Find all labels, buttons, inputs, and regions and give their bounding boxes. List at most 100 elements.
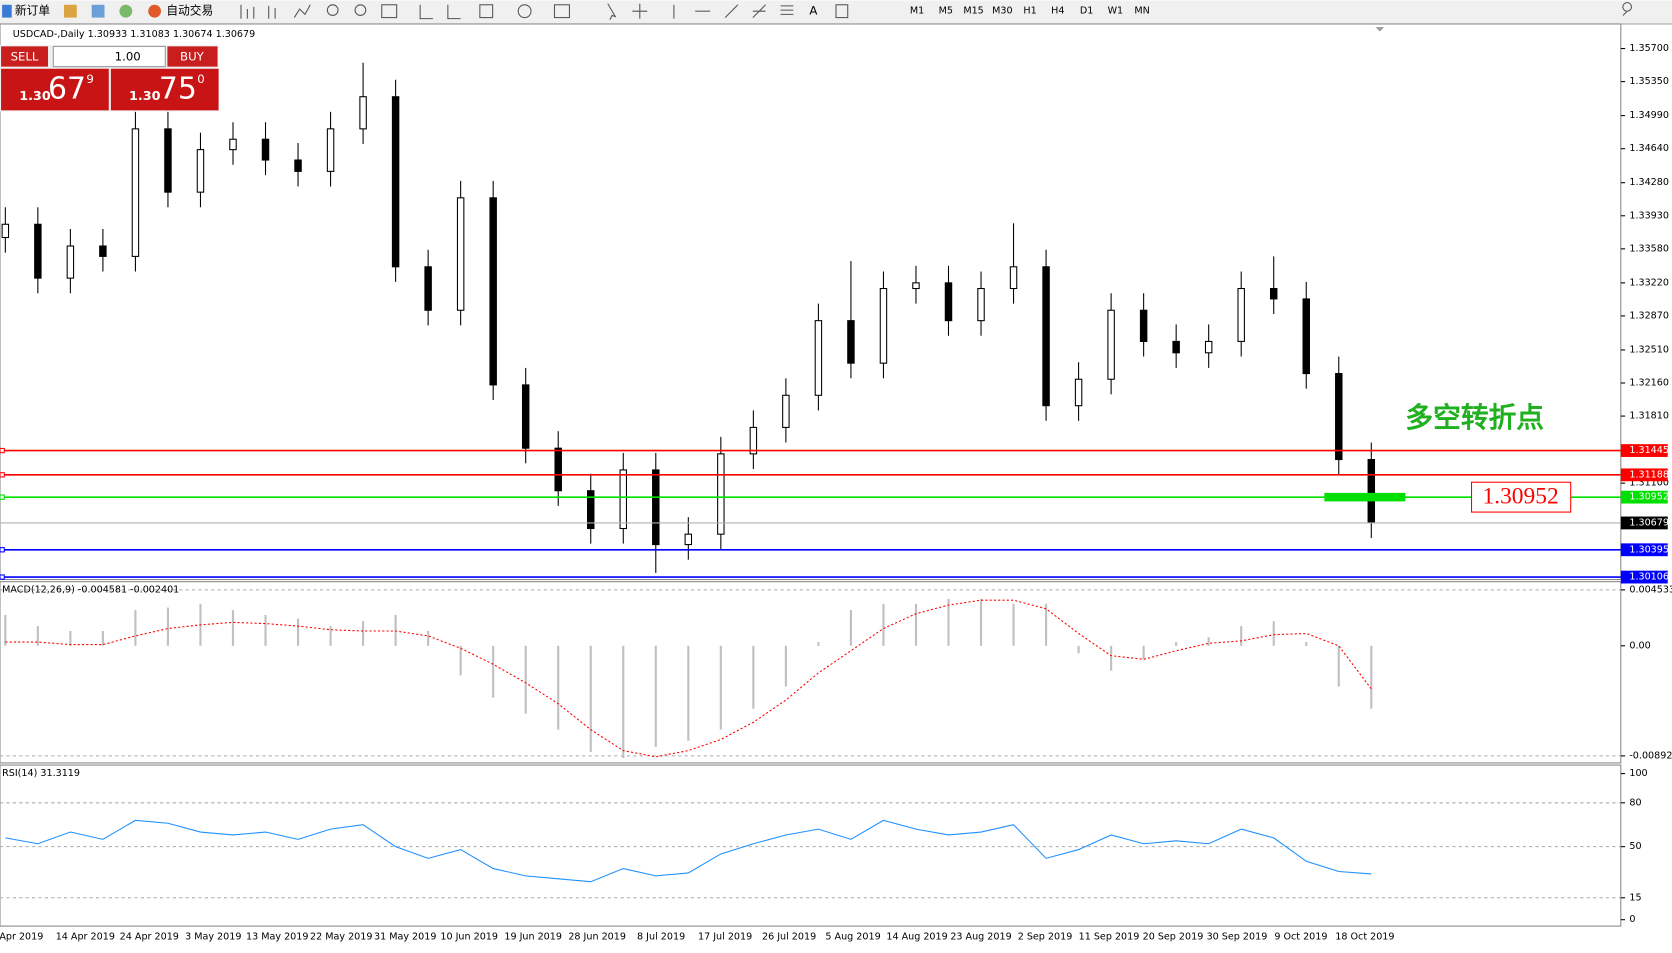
x-tick-label: 14 Apr 2019: [56, 931, 115, 942]
scroll-icon[interactable]: [419, 4, 433, 20]
tool-icon[interactable]: [119, 4, 133, 18]
timeframe[interactable]: H4: [1051, 6, 1064, 17]
level-label: 1.31445: [1629, 445, 1669, 456]
search-icon[interactable]: [1622, 2, 1632, 16]
buy-button[interactable]: [167, 46, 218, 67]
auto-trading[interactable]: 自动交易: [166, 4, 213, 18]
label-tool[interactable]: [835, 4, 849, 19]
timeframe[interactable]: H1: [1023, 6, 1036, 17]
candle-body: [294, 159, 302, 172]
trendline-icon[interactable]: [724, 4, 739, 18]
line-icon[interactable]: [293, 4, 311, 18]
lots-field[interactable]: [52, 45, 166, 68]
trade-panel: SELL 1.00 BUY 1.30 67 9 1.30 75 0: [0, 45, 219, 112]
price-panel: [0, 23, 1622, 581]
x-tick-label: 20 Sep 2019: [1143, 931, 1204, 942]
candle-body: [814, 320, 823, 396]
candle-body: [1302, 298, 1310, 375]
annotation: 多空转折点: [1405, 401, 1544, 434]
y-tick-label: 1.34640: [1629, 143, 1669, 154]
cursor-icon[interactable]: [607, 3, 617, 20]
level-label: 1.30395: [1629, 544, 1669, 555]
x-tick-label: 14 Aug 2019: [886, 931, 947, 942]
bar-chart-icon[interactable]: [240, 4, 255, 19]
level-box: [1620, 444, 1668, 457]
sell-button[interactable]: [1, 46, 48, 67]
period-icon[interactable]: [517, 4, 532, 19]
tool-icon[interactable]: [91, 4, 105, 18]
y-tick-label: -0.008928: [1629, 750, 1672, 761]
panel-title: MACD(12,26,9) -0.004581 -0.002401: [2, 585, 179, 596]
candle-body: [229, 138, 237, 151]
timeframe[interactable]: M1: [910, 6, 924, 17]
x-tick-label: 17 Jul 2019: [698, 931, 752, 942]
macd-panel: [0, 581, 1622, 764]
x-tick-label: 23 Aug 2019: [950, 931, 1011, 942]
x-tick-label: 22 May 2019: [310, 931, 372, 942]
y-tick-label: 1.32510: [1629, 344, 1669, 355]
level-box: [1620, 570, 1668, 584]
x-tick-label: Apr 2019: [0, 931, 43, 942]
zoom-in[interactable]: [326, 4, 339, 16]
y-tick-label: 1.33930: [1629, 210, 1669, 221]
new-order-icon[interactable]: [2, 4, 12, 18]
candle-body: [879, 287, 888, 364]
candle-body: [1042, 266, 1050, 407]
x-tick-label: 10 Jun 2019: [440, 931, 498, 942]
x-tick-label: 9 Oct 2019: [1274, 931, 1327, 942]
sell-label[interactable]: SELL: [11, 50, 39, 64]
candle-body: [1367, 459, 1376, 524]
candle-body: [164, 128, 172, 193]
level-handle: [0, 447, 5, 454]
candle-icon[interactable]: [268, 5, 276, 19]
level-handle: [0, 472, 5, 478]
timeframe[interactable]: MN: [1134, 6, 1149, 17]
candle-body: [847, 320, 855, 364]
candle-body: [1269, 287, 1278, 300]
fibo-icon[interactable]: [780, 5, 794, 15]
x-tick-label: 24 Apr 2019: [120, 931, 179, 942]
new-order[interactable]: 新订单: [15, 4, 50, 18]
y-tick-label: 1.34280: [1629, 177, 1669, 188]
current-price-box: [1620, 516, 1668, 530]
timeframes: M1 M5 M15 M30 H1 H4 D1 W1 MN: [910, 6, 1150, 17]
y-tick-label: 1.33580: [1629, 243, 1669, 254]
timeframe[interactable]: W1: [1108, 6, 1124, 17]
text-tool[interactable]: A: [809, 4, 817, 18]
candle-body: [489, 197, 497, 386]
candle-body: [424, 266, 432, 311]
tool-icon[interactable]: [63, 4, 77, 18]
x-tick-label: 19 Jun 2019: [504, 931, 562, 942]
candle-body: [587, 490, 595, 530]
buy-label[interactable]: BUY: [180, 50, 205, 64]
timeframe[interactable]: D1: [1080, 6, 1093, 17]
auto-trading-icon[interactable]: [148, 4, 162, 18]
x-tick-label: 18 Oct 2019: [1335, 931, 1394, 942]
zoom-out[interactable]: [354, 4, 367, 16]
candle-body: [66, 245, 75, 279]
shift-icon[interactable]: [447, 4, 461, 20]
y-tick-label: 50: [1629, 841, 1641, 852]
lots[interactable]: 1.00: [115, 50, 141, 64]
candle-body: [554, 447, 562, 492]
y-tick-label: 1.31100: [1629, 478, 1669, 489]
timeframe[interactable]: M30: [992, 6, 1012, 17]
tile-icon[interactable]: [381, 4, 398, 19]
candle-body: [1237, 287, 1245, 342]
candle-body: [326, 128, 335, 172]
timeframe[interactable]: M5: [939, 6, 953, 17]
template-icon[interactable]: [553, 4, 570, 19]
level-label: 1.31188: [1629, 469, 1669, 480]
y-tick-label: 100: [1629, 768, 1647, 779]
indicator-icon[interactable]: [479, 4, 494, 19]
timeframe[interactable]: M15: [963, 6, 983, 17]
rsi-panel: [0, 764, 1622, 927]
crosshair-icon[interactable]: [632, 3, 648, 19]
bid-box[interactable]: [1, 68, 109, 111]
ask-box[interactable]: [110, 68, 219, 111]
channel-icon[interactable]: [752, 4, 766, 18]
x-tick-label: 8 Jul 2019: [637, 931, 685, 942]
level-handle: [0, 494, 5, 500]
y-tick-label: 1.34990: [1629, 110, 1669, 121]
